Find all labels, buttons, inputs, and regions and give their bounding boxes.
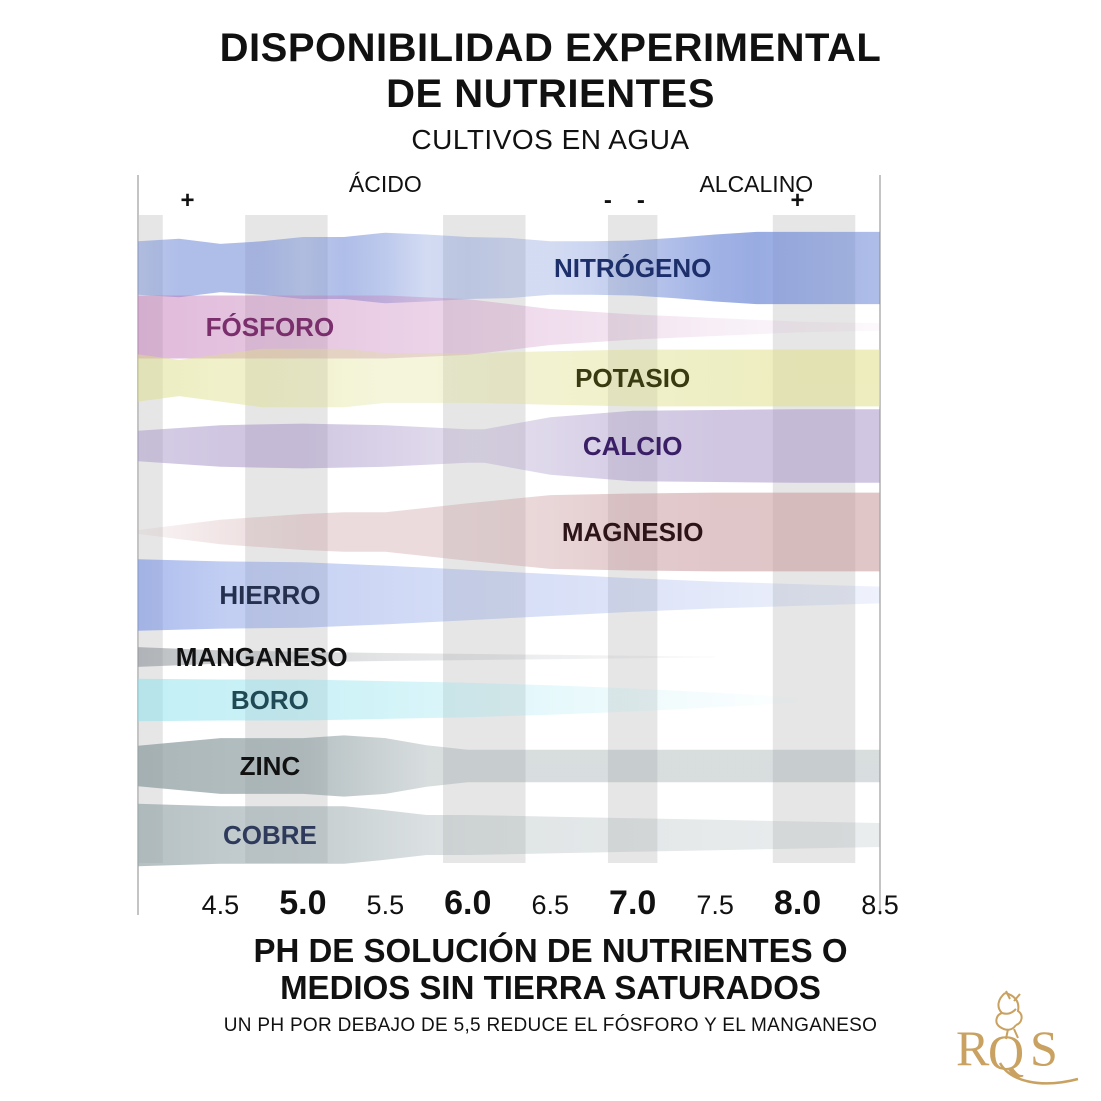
x-tick-label-4: 6.5: [531, 890, 569, 920]
top-annotation-2: +: [180, 187, 194, 214]
band-zinc: [138, 735, 880, 797]
x-axis-label-line-1: PH DE SOLUCIÓN DE NUTRIENTES O: [253, 932, 848, 969]
top-annotation-3: -: [604, 187, 612, 214]
x-tick-label-1: 5.0: [279, 884, 326, 922]
chart-title-line-1: DISPONIBILIDAD EXPERIMENTAL: [219, 26, 882, 70]
band-hierro: [138, 559, 880, 631]
footnote: UN PH POR DEBAJO DE 5,5 REDUCE EL FÓSFOR…: [223, 1015, 878, 1036]
band-manganeso: [138, 647, 716, 667]
series-label-hierro: HIERRO: [219, 580, 320, 610]
band-fósforo: [138, 295, 880, 359]
x-tick-label-2: 5.5: [367, 890, 405, 920]
band-calcio: [138, 409, 880, 483]
band-potasio: [138, 348, 880, 408]
series-label-zinc: ZINC: [240, 751, 301, 781]
lion-crest-icon: [995, 990, 1023, 1040]
logo-monogram: R Q S: [956, 1020, 1058, 1080]
x-tick-label-6: 7.5: [696, 890, 734, 920]
x-tick-label-7: 8.0: [774, 884, 821, 922]
band-boro: [138, 678, 798, 722]
top-annotation-4: -: [637, 187, 645, 214]
band-cobre: [138, 803, 880, 867]
series-label-magnesio: MAGNESIO: [562, 517, 704, 547]
band-magnesio: [138, 492, 880, 572]
chart-subtitle: CULTIVOS EN AGUA: [411, 124, 690, 155]
x-tick-label-3: 6.0: [444, 884, 491, 922]
band-nitrógeno: [138, 231, 880, 305]
x-tick-label-5: 7.0: [609, 884, 656, 922]
logo-letter-s: S: [1030, 1020, 1058, 1076]
series-label-potasio: POTASIO: [575, 363, 690, 393]
logo-letter-r: R: [956, 1020, 990, 1076]
series-label-calcio: CALCIO: [583, 431, 683, 461]
top-annotation-0: ÁCIDO: [349, 171, 422, 197]
x-tick-label-8: 8.5: [861, 890, 899, 920]
series-label-boro: BORO: [231, 685, 309, 715]
chart-title-line-2: DE NUTRIENTES: [386, 72, 715, 116]
series-label-cobre: COBRE: [223, 820, 317, 850]
x-tick-label-0: 4.5: [202, 890, 240, 920]
top-annotation-5: +: [791, 187, 805, 214]
series-label-fósforo: FÓSFORO: [206, 312, 335, 342]
series-label-nitrógeno: NITRÓGENO: [554, 253, 711, 283]
rqs-logo: R Q S: [956, 990, 1079, 1085]
logo-swash: [998, 1062, 1079, 1085]
series-label-manganeso: MANGANESO: [176, 642, 348, 672]
x-axis-label-line-2: MEDIOS SIN TIERRA SATURADOS: [280, 969, 821, 1006]
top-annotation-1: ALCALINO: [699, 171, 813, 197]
nutrient-availability-chart: NITRÓGENO FÓSFORO POTASIO CALCIO MAGNESIO HIE…: [137, 171, 899, 922]
